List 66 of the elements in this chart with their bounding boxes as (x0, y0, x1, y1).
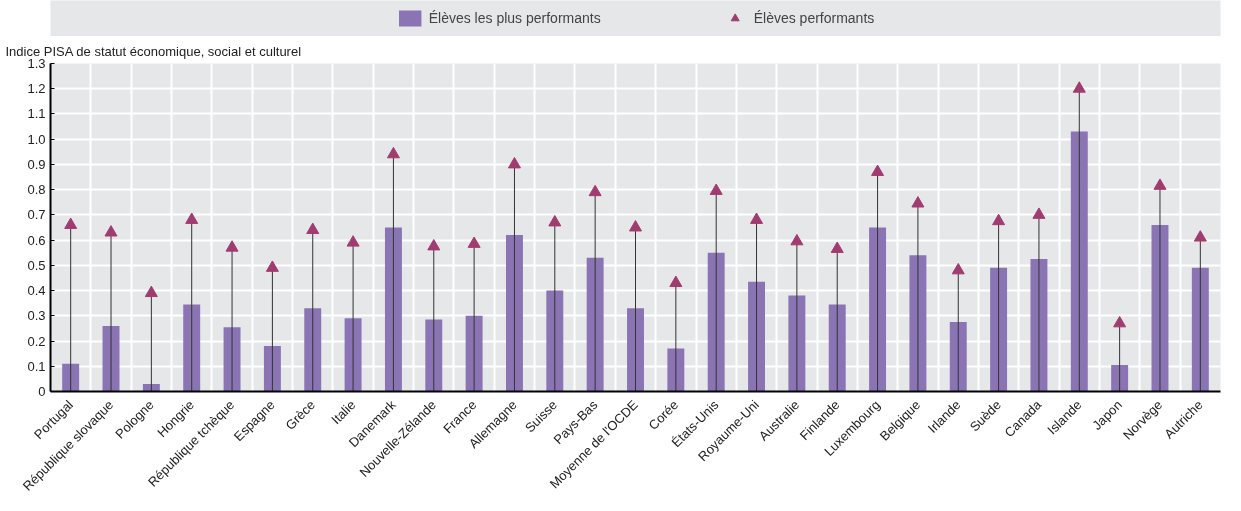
bar (384, 227, 402, 392)
y-tick-label: 0.8 (27, 182, 46, 198)
y-tick-label: 0.9 (27, 156, 46, 172)
y-tick-label: 0.1 (27, 358, 46, 374)
bar (304, 308, 322, 392)
bar (667, 348, 685, 392)
point (790, 233, 804, 246)
point (911, 196, 925, 208)
point (265, 260, 279, 272)
y-tick-label: 1.0 (27, 131, 46, 147)
bar (1070, 131, 1088, 392)
y-tick-label: 0.3 (27, 308, 46, 324)
point (144, 285, 158, 298)
y-tick-label: 0.5 (27, 257, 46, 273)
y-tick-label: 1.3 (27, 56, 46, 71)
bar (707, 252, 725, 392)
bar (263, 346, 281, 392)
bar (1111, 365, 1129, 392)
y-tick-label: 0.7 (27, 207, 46, 223)
bar (546, 290, 564, 392)
y-axis-title: Indice PISA de statut économique, social et culturel (5, 43, 302, 59)
point (992, 213, 1006, 226)
point (709, 183, 723, 195)
legend-label: Élèves performants (753, 10, 875, 26)
point (588, 184, 602, 197)
y-tick-label: 1.1 (27, 106, 46, 122)
point (629, 220, 642, 232)
bar (990, 267, 1008, 392)
bar (828, 304, 846, 392)
bar (505, 235, 523, 392)
bar (748, 281, 766, 392)
point (427, 238, 441, 251)
bar (183, 304, 201, 392)
y-tick-label: 0.2 (27, 333, 46, 349)
point (871, 164, 885, 176)
y-tick-label: 0 (38, 384, 46, 399)
y-tick-label: 0.4 (27, 283, 46, 299)
point (830, 241, 844, 253)
point (1153, 178, 1167, 190)
point (104, 225, 118, 237)
point (951, 262, 965, 275)
point (1193, 230, 1207, 242)
point (225, 240, 239, 252)
legend-label: Élèves les plus performants (428, 10, 601, 26)
point (1072, 81, 1086, 93)
point (1032, 207, 1046, 219)
point (1113, 315, 1127, 328)
y-tick-label: 1.2 (27, 81, 46, 97)
point (64, 217, 78, 229)
point (306, 222, 320, 234)
point (467, 236, 481, 248)
point (185, 212, 199, 224)
point (346, 235, 360, 247)
bar (586, 257, 604, 392)
bar (949, 322, 967, 392)
bar (62, 363, 80, 392)
bar (627, 308, 644, 392)
bar (425, 319, 443, 392)
point (750, 212, 764, 224)
bar (869, 227, 887, 392)
point (548, 215, 562, 227)
bar (1191, 267, 1209, 392)
y-tick-label: 0.6 (27, 232, 46, 248)
point (507, 156, 521, 169)
point (386, 146, 400, 159)
point (669, 275, 683, 287)
